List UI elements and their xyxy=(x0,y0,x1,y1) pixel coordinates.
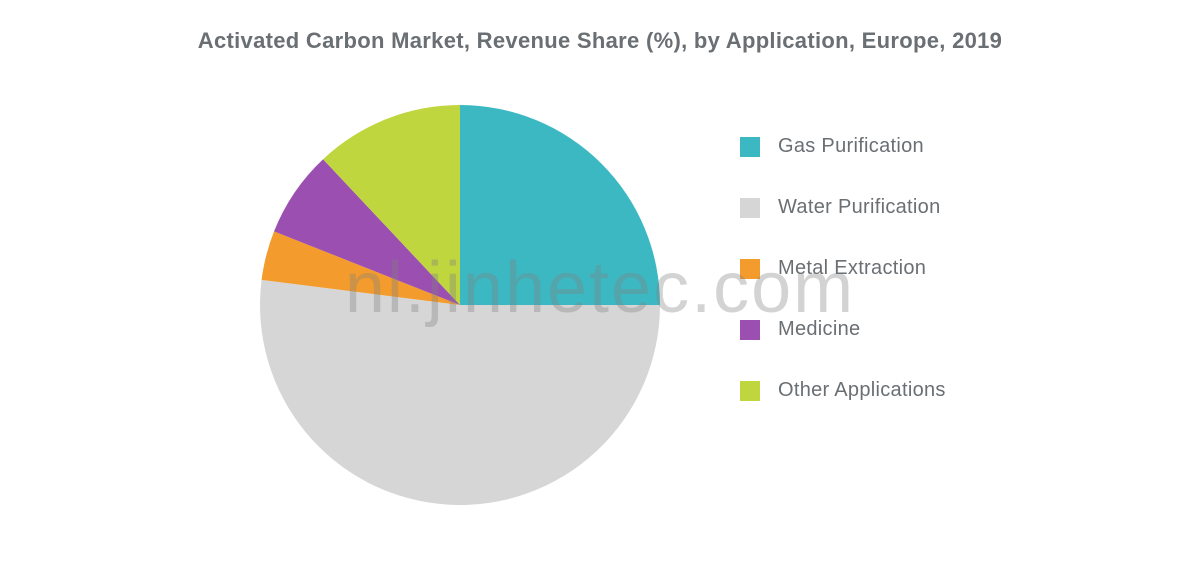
legend-label: Other Applications xyxy=(778,379,946,402)
pie-slice xyxy=(460,105,660,305)
chart-legend: Gas Purification Water Purification Metal … xyxy=(740,135,1120,440)
legend-swatch xyxy=(740,320,760,340)
pie-chart xyxy=(260,105,660,505)
pie-slice xyxy=(260,280,660,505)
legend-swatch xyxy=(740,198,760,218)
legend-label: Gas Purification xyxy=(778,135,924,158)
legend-label: Metal Extraction xyxy=(778,257,926,280)
legend-item: Medicine xyxy=(740,318,1120,341)
legend-swatch xyxy=(740,137,760,157)
legend-item: Other Applications xyxy=(740,379,1120,402)
legend-label: Water Purification xyxy=(778,196,941,219)
legend-item: Metal Extraction xyxy=(740,257,1120,280)
legend-item: Gas Purification xyxy=(740,135,1120,158)
legend-item: Water Purification xyxy=(740,196,1120,219)
legend-swatch xyxy=(740,381,760,401)
legend-label: Medicine xyxy=(778,318,860,341)
chart-title: Activated Carbon Market, Revenue Share (… xyxy=(0,0,1200,54)
legend-swatch xyxy=(740,259,760,279)
chart-area: Gas Purification Water Purification Metal … xyxy=(0,95,1200,535)
